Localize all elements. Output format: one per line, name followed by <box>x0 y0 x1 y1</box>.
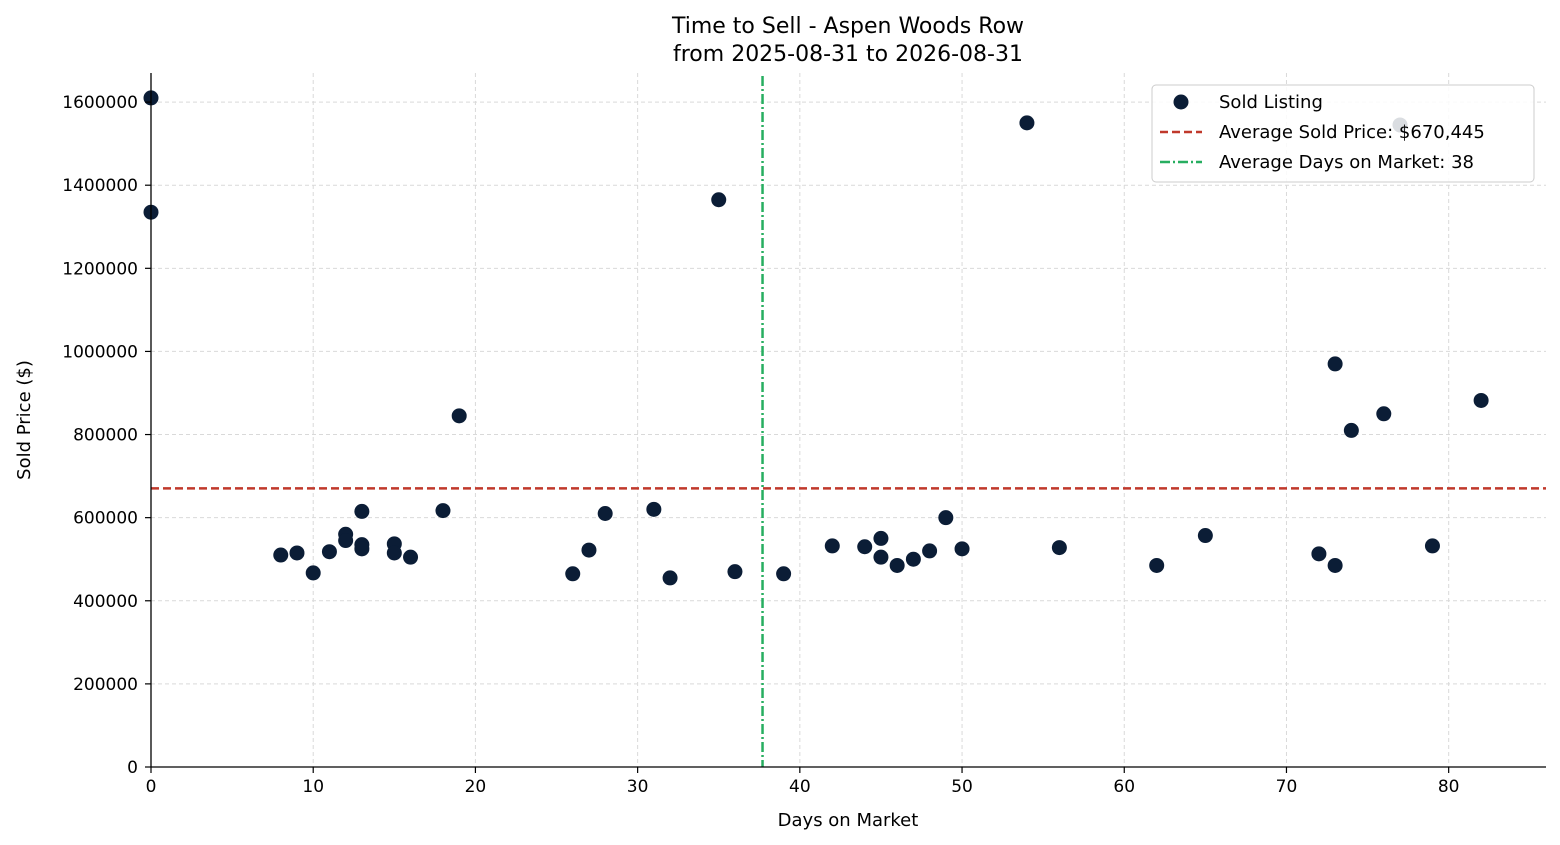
data-point <box>338 533 354 549</box>
x-tick-label: 60 <box>1113 777 1135 797</box>
y-axis-label: Sold Price ($) <box>14 360 35 480</box>
legend-label-sold: Sold Listing <box>1219 92 1323 113</box>
y-tick-label: 1400000 <box>62 176 138 196</box>
data-point <box>938 510 954 526</box>
data-point <box>1327 557 1343 573</box>
data-point <box>824 538 840 554</box>
data-point <box>905 551 921 567</box>
data-point <box>305 565 321 581</box>
chart-subtitle: from 2025-08-31 to 2026-08-31 <box>673 42 1023 67</box>
data-point <box>1197 528 1213 544</box>
legend: Sold Listing Average Sold Price: $670,44… <box>1151 84 1535 183</box>
y-ticks: 0 200000 400000 600000 800000 1000000 1200000 1… <box>62 93 151 778</box>
data-point <box>954 541 970 557</box>
data-point <box>321 544 337 560</box>
data-point <box>1376 406 1392 422</box>
data-point <box>1019 115 1035 131</box>
data-point <box>289 545 305 561</box>
data-point <box>727 564 743 580</box>
x-tick-label: 0 <box>146 777 157 797</box>
y-tick-label: 1600000 <box>62 93 138 113</box>
legend-label-avg-days: Average Days on Market: 38 <box>1219 152 1474 173</box>
y-tick-label: 800000 <box>73 426 138 446</box>
reference-lines <box>151 76 1546 767</box>
data-point <box>873 530 889 546</box>
y-tick-label: 1000000 <box>62 342 138 362</box>
data-point <box>403 549 419 565</box>
data-point <box>662 570 678 586</box>
data-point <box>1424 538 1440 554</box>
x-ticks: 0 10 20 30 40 50 60 70 80 <box>146 767 1460 797</box>
data-point <box>273 547 289 563</box>
data-point <box>597 506 613 522</box>
x-axis-label: Days on Market <box>778 810 919 831</box>
data-point <box>1051 540 1067 556</box>
legend-box <box>1151 84 1535 183</box>
x-tick-label: 40 <box>789 777 811 797</box>
data-point <box>1311 546 1327 562</box>
data-point <box>1343 422 1359 438</box>
x-tick-label: 50 <box>951 777 973 797</box>
chart-title: Time to Sell - Aspen Woods Row <box>671 14 1024 39</box>
x-tick-label: 80 <box>1438 777 1460 797</box>
data-point <box>889 557 905 573</box>
legend-label-avg-price: Average Sold Price: $670,445 <box>1219 122 1485 143</box>
x-tick-label: 30 <box>627 777 649 797</box>
y-tick-label: 400000 <box>73 592 138 612</box>
data-point <box>354 503 370 519</box>
data-point <box>922 543 938 559</box>
x-tick-label: 10 <box>302 777 324 797</box>
data-point <box>857 539 873 555</box>
data-point <box>711 192 727 208</box>
y-tick-label: 1200000 <box>62 259 138 279</box>
data-point <box>354 541 370 557</box>
x-tick-label: 70 <box>1276 777 1298 797</box>
data-point <box>646 501 662 517</box>
y-tick-label: 0 <box>127 758 138 778</box>
data-point <box>581 542 597 558</box>
data-point <box>1327 356 1343 372</box>
y-tick-label: 600000 <box>73 509 138 529</box>
grid <box>151 73 1546 767</box>
data-point <box>1473 392 1489 408</box>
x-tick-label: 20 <box>465 777 487 797</box>
legend-marker-sold <box>1173 94 1189 110</box>
data-point <box>451 408 467 424</box>
data-point <box>776 566 792 582</box>
data-point <box>1149 557 1165 573</box>
y-tick-label: 200000 <box>73 675 138 695</box>
data-point <box>873 549 889 565</box>
data-point <box>435 503 451 519</box>
data-point <box>386 545 402 561</box>
data-point <box>565 566 581 582</box>
